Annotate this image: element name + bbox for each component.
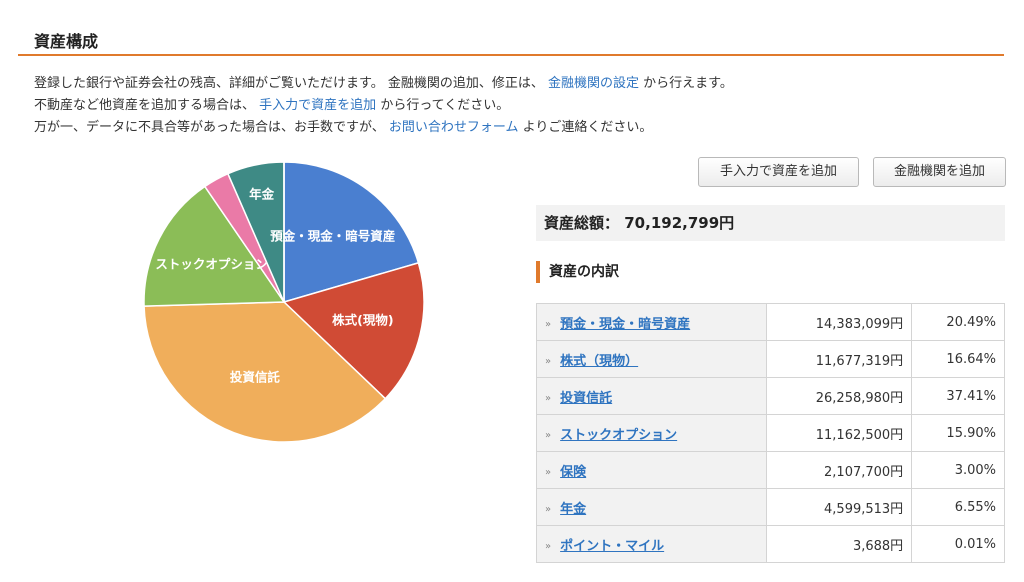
pie-slice-label: 年金 (249, 187, 275, 202)
intro-line-3-text: 万が一、データに不具合等があった場合は、お手数ですが、 (34, 120, 385, 135)
table-row: » 投資信託 26,258,980円 37.41% (536, 377, 1005, 415)
asset-name-cell: » 預金・現金・暗号資産 (536, 303, 767, 341)
intro-line-3-suffix: よりご連絡ください。 (522, 120, 653, 135)
chevron-down-icon[interactable]: » (545, 503, 552, 515)
total-assets-value: 70,192,799円 (624, 214, 735, 232)
table-row: » 預金・現金・暗号資産 14,383,099円 20.49% (536, 303, 1005, 341)
intro-line-1: 登録した銀行や証券会社の残高、詳細がご覧いただけます。 金融機関の追加、修正は、… (34, 73, 733, 95)
asset-amount: 4,599,513円 (765, 488, 913, 526)
asset-amount: 14,383,099円 (765, 303, 913, 341)
intro-line-2-text: 不動産など他資産を追加する場合は、 (34, 98, 256, 113)
asset-amount: 11,677,319円 (765, 340, 913, 378)
table-row: » 年金 4,599,513円 6.55% (536, 488, 1005, 526)
asset-breakdown-table: » 預金・現金・暗号資産 14,383,099円 20.49% » 株式（現物） 1… (536, 303, 1005, 563)
table-row: » ストックオプション 11,162,500円 15.90% (536, 414, 1005, 452)
total-assets-label: 資産総額： (544, 214, 620, 232)
chevron-down-icon[interactable]: » (545, 355, 552, 367)
intro-line-1-text: 登録した銀行や証券会社の残高、詳細がご覧いただけます。 金融機関の追加、修正は、 (34, 76, 544, 91)
asset-name-cell: » 投資信託 (536, 377, 767, 415)
add-bank-button[interactable]: 金融機関を追加 (873, 157, 1006, 187)
title-divider (18, 54, 1004, 56)
pie-slice (283, 161, 420, 303)
asset-percent: 16.64% (911, 340, 1005, 378)
table-row: » ポイント・マイル 3,688円 0.01% (536, 525, 1005, 563)
asset-amount: 26,258,980円 (765, 377, 913, 415)
pie-slice-label: 株式(現物) (332, 313, 393, 328)
asset-amount: 2,107,700円 (765, 451, 913, 489)
chevron-down-icon[interactable]: » (545, 540, 552, 552)
breakdown-heading: 資産の内訳 (536, 261, 619, 283)
asset-percent: 6.55% (911, 488, 1005, 526)
pie-slice (282, 261, 425, 400)
intro-line-1-suffix: から行えます。 (643, 76, 733, 91)
asset-link-pension[interactable]: 年金 (560, 501, 587, 517)
chevron-down-icon[interactable]: » (545, 318, 552, 330)
asset-amount: 3,688円 (765, 525, 913, 563)
asset-percent: 15.90% (911, 414, 1005, 452)
asset-link-deposit[interactable]: 預金・現金・暗号資産 (560, 316, 691, 332)
asset-percent: 3.00% (911, 451, 1005, 489)
asset-name-cell: » 年金 (536, 488, 767, 526)
chevron-down-icon[interactable]: » (545, 392, 552, 404)
asset-name-cell: » ポイント・マイル (536, 525, 767, 563)
intro-line-2-suffix: から行ってください。 (380, 98, 510, 113)
asset-amount: 11,162,500円 (765, 414, 913, 452)
intro-line-2: 不動産など他資産を追加する場合は、 手入力で資産を追加 から行ってください。 (34, 95, 733, 117)
bank-settings-link[interactable]: 金融機関の設定 (547, 76, 639, 91)
intro-line-3: 万が一、データに不具合等があった場合は、お手数ですが、 お問い合わせフォーム よ… (34, 117, 733, 139)
table-row: » 株式（現物） 11,677,319円 16.64% (536, 340, 1005, 378)
asset-percent: 0.01% (911, 525, 1005, 563)
asset-link-points[interactable]: ポイント・マイル (560, 538, 665, 554)
asset-link-insurance[interactable]: 保険 (560, 464, 587, 480)
pie-slice-label: 投資信託 (230, 369, 281, 384)
asset-link-stock-options[interactable]: ストックオプション (560, 427, 678, 443)
chevron-down-icon[interactable]: » (545, 429, 552, 441)
table-row: » 保険 2,107,700円 3.00% (536, 451, 1005, 489)
asset-percent: 20.49% (911, 303, 1005, 341)
pie-slice-label: 預金・現金・暗号資産 (270, 229, 395, 244)
asset-link-funds[interactable]: 投資信託 (560, 390, 613, 406)
manual-add-asset-button[interactable]: 手入力で資産を追加 (698, 157, 859, 187)
asset-link-stocks[interactable]: 株式（現物） (560, 353, 639, 369)
asset-name-cell: » ストックオプション (536, 414, 767, 452)
intro-text: 登録した銀行や証券会社の残高、詳細がご覧いただけます。 金融機関の追加、修正は、… (34, 73, 733, 139)
page-title: 資産構成 (34, 32, 99, 51)
pie-slice (143, 301, 387, 443)
total-assets: 資産総額： 70,192,799円 (536, 205, 1005, 241)
pie-slice (143, 185, 286, 307)
asset-pie-chart: 預金・現金・暗号資産株式(現物) 投資信託 ストックオプション 年金 (138, 156, 430, 448)
asset-name-cell: » 株式（現物） (536, 340, 767, 378)
chevron-down-icon[interactable]: » (545, 466, 552, 478)
asset-name-cell: » 保険 (536, 451, 767, 489)
contact-form-link[interactable]: お問い合わせフォーム (388, 120, 519, 135)
manual-add-link[interactable]: 手入力で資産を追加 (259, 98, 377, 113)
asset-percent: 37.41% (911, 377, 1005, 415)
pie-slice-label: ストックオプション (155, 257, 268, 272)
